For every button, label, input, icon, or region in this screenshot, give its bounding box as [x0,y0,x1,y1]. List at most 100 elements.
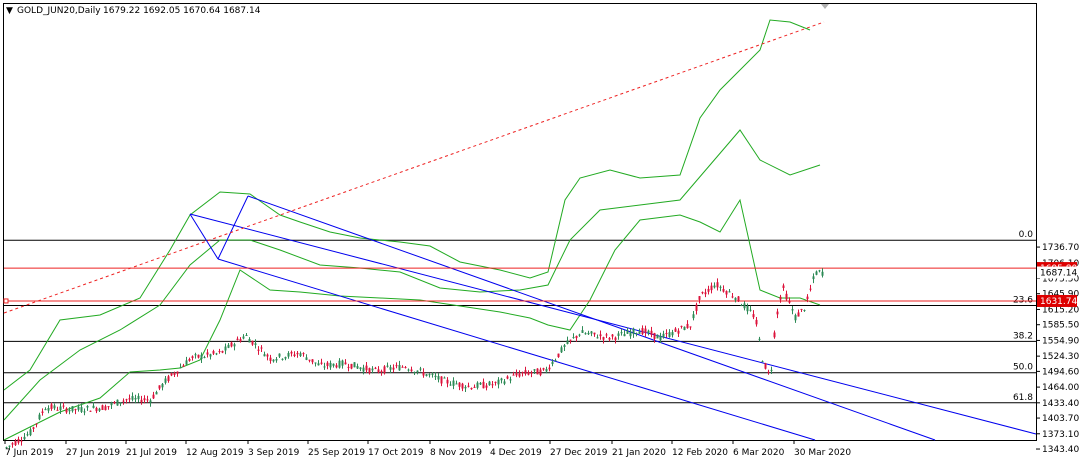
candle-body [5,447,8,449]
candle-body [332,363,335,366]
candle-body [599,334,602,337]
candle-body [746,305,749,312]
candle-body [731,296,734,298]
candle-body [617,333,620,336]
candle-body [293,354,296,357]
candle-body [62,405,65,407]
candle-body [689,326,692,328]
candle-body [227,344,230,348]
candle-body [326,362,329,366]
candle-body [161,383,164,388]
candle-body [494,381,497,383]
candle-body [452,380,455,386]
x-tick-label: 7 Jun 2019 [5,448,54,458]
candle-body [779,296,782,300]
candle-body [470,387,473,390]
chart-shift-marker-icon[interactable] [821,4,829,9]
candle-body [647,330,650,333]
candle-body [377,369,380,373]
candle-body [743,303,746,309]
candle-body [221,350,224,353]
x-tick-label: 6 Mar 2020 [733,448,785,458]
candle-body [338,360,341,368]
candle-body [818,270,821,272]
candle-body [458,382,461,387]
candle-body [314,362,317,364]
regression-channel[interactable] [189,195,1037,441]
candle-body [269,357,272,361]
candle-body [176,371,179,374]
candle-body [749,309,752,311]
channel-connector [217,195,249,260]
candle-body [755,319,758,325]
candle-body [734,297,737,301]
candle-body [518,373,521,377]
candle-body [614,337,617,340]
candle-body [281,358,284,360]
candle-body [608,337,611,340]
candle-body [800,308,803,310]
candle-body [167,376,170,381]
candle-body [266,354,269,357]
candle-body [215,353,218,355]
channel-line [247,195,936,441]
candle-body [140,399,143,403]
candle-body [308,359,311,361]
candle-body [344,362,347,365]
y-tick-label: 1645.90 [1042,290,1079,300]
candle-body [635,333,638,335]
candle-body [356,366,359,369]
candle-body [611,334,614,337]
candle-body [197,354,200,358]
candle-body [302,353,305,355]
candle-body [683,326,686,331]
candle-body [554,360,557,362]
time-axis: 7 Jun 2019 27 Jun 2019 21 Jul 2019 12 Aug 2… [4,440,851,458]
candle-body [347,366,350,368]
candle-body [557,353,560,358]
horizontal-lines[interactable] [3,267,1036,304]
x-tick-label: 27 Jun 2019 [66,448,120,458]
candle-body [68,409,71,412]
candle-body [89,410,92,412]
candle-body [35,423,38,425]
candle-body [188,359,191,361]
candle-body [713,285,716,288]
channel-line [217,258,816,441]
candle-body [455,383,458,385]
candle-body [656,334,659,339]
candle-body [218,351,221,353]
candle-body [203,357,206,359]
trendline-dashed[interactable] [3,21,825,314]
candle-body [368,368,371,374]
candle-body [539,369,542,376]
candle-body [29,429,32,436]
candle-body [521,372,524,374]
candle-body [20,440,23,442]
candle-body [74,409,77,411]
candle-body [524,370,527,374]
candle-body [569,339,572,341]
candle-body [296,352,299,355]
candle-body [134,397,137,400]
y-tick-label: 1464.00 [1042,383,1079,393]
candle-body [578,334,581,336]
candle-body [653,332,656,339]
candle-body [131,396,134,400]
candle-body [563,345,566,347]
candle-body [92,405,95,408]
candle-body [446,379,449,384]
candle-body [665,333,668,335]
candle-body [674,328,677,332]
candle-body [422,372,425,376]
candle-body [821,271,824,276]
x-tick-label: 21 Jan 2020 [612,448,666,458]
candle-body [815,271,818,275]
candle-body [668,332,671,337]
candle-body [212,351,215,354]
candle-body [629,332,632,337]
candle-body [278,353,281,357]
candle-body [182,365,185,367]
